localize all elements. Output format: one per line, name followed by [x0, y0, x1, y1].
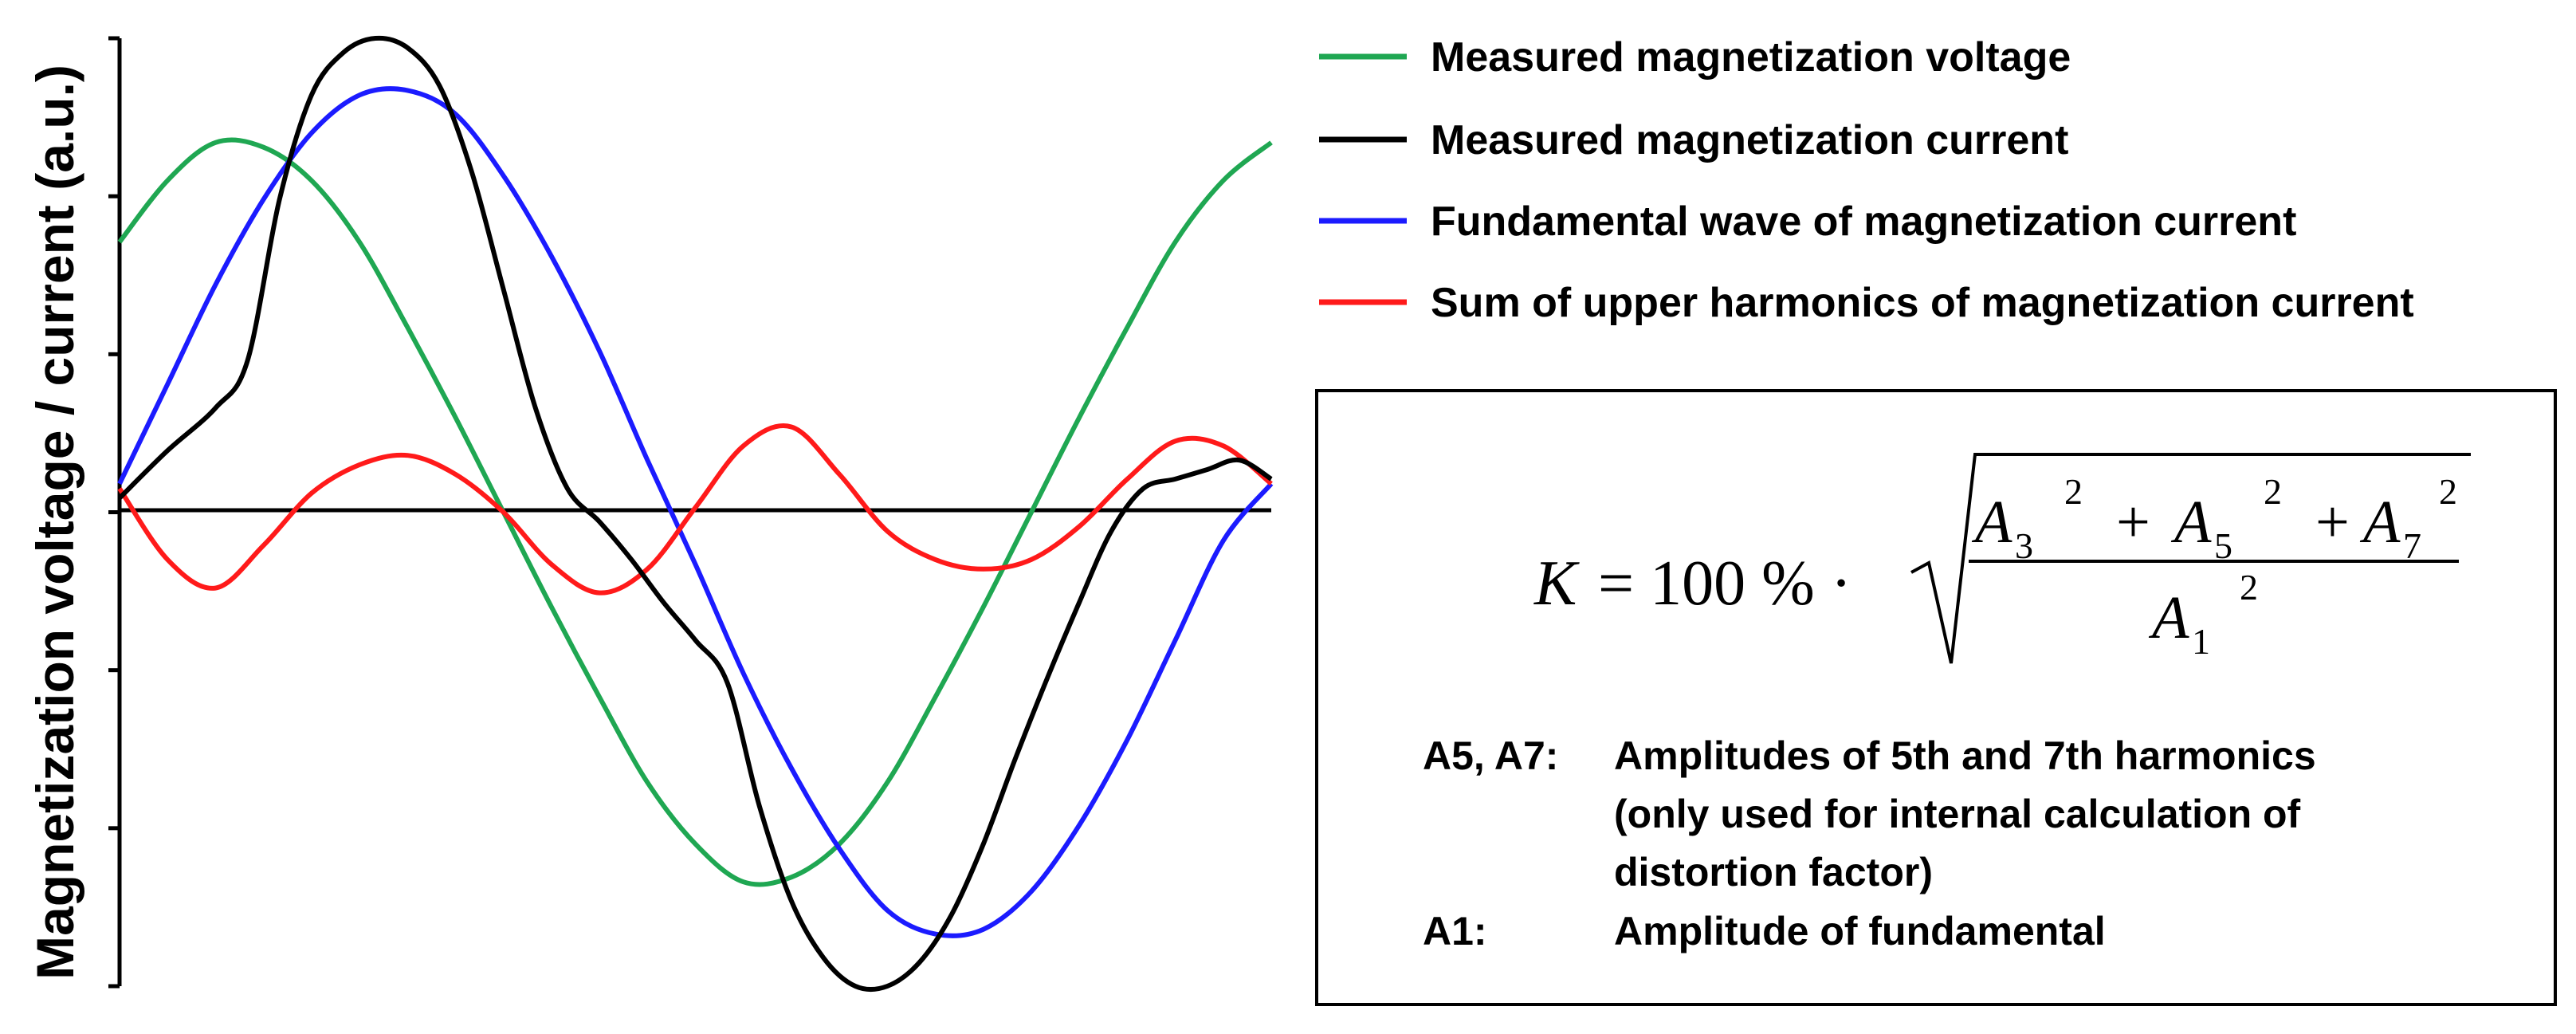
- legend-label-fundamental: Fundamental wave of magnetization curren…: [1431, 199, 2296, 245]
- legend-label-current: Measured magnetization current: [1431, 117, 2068, 163]
- series-line-harmonics: [117, 423, 1273, 596]
- legend-item-fundamental: Fundamental wave of magnetization curren…: [1319, 199, 2296, 245]
- legend-item-current: Measured magnetization current: [1319, 117, 2068, 163]
- series-line-current: [117, 35, 1273, 993]
- radical-sign: [1910, 453, 2471, 664]
- note-a1-key: A1:: [1423, 909, 1487, 953]
- legend: Measured magnetization voltage Measured …: [1319, 34, 2414, 326]
- series-line-voltage: [117, 137, 1273, 887]
- numerator-a3-sup: 2: [2064, 471, 2083, 512]
- legend-label-voltage: Measured magnetization voltage: [1431, 34, 2071, 81]
- denominator-a1-sub: 1: [2192, 621, 2210, 662]
- legend-label-harmonics: Sum of upper harmonics of magnetization …: [1431, 280, 2414, 326]
- series-layer: [117, 35, 1274, 993]
- numerator-a5-sup: 2: [2264, 471, 2282, 512]
- formula-box: K = 100 % · A 3 2 + A 5 2 + A 7 2 A 1 2 …: [1315, 389, 2557, 1006]
- note-a5a7-line3: distortion factor): [1614, 850, 1933, 894]
- numerator-a7: A: [2359, 489, 2401, 556]
- legend-item-harmonics: Sum of upper harmonics of magnetization …: [1319, 280, 2414, 326]
- formula-box-frame: [1315, 389, 2557, 1006]
- numerator-a3: A: [1971, 489, 2012, 556]
- numerator-a5-sub: 5: [2214, 525, 2232, 566]
- legend-item-voltage: Measured magnetization voltage: [1319, 34, 2071, 81]
- formula-equals: = 100 % ·: [1598, 548, 1852, 619]
- numerator-a7-sup: 2: [2439, 471, 2457, 512]
- denominator-a1-sup: 2: [2240, 567, 2258, 607]
- note-a5a7-line1: Amplitudes of 5th and 7th harmonics: [1614, 733, 2316, 778]
- formula-notes: A5, A7: Amplitudes of 5th and 7th harmon…: [1423, 733, 2316, 953]
- distortion-formula: K = 100 % · A 3 2 + A 5 2 + A 7 2 A 1 2: [1533, 453, 2471, 664]
- numerator-a3-sub: 3: [2015, 525, 2033, 566]
- note-a5a7-key: A5, A7:: [1423, 733, 1558, 778]
- numerator-a7-sub: 7: [2403, 525, 2421, 566]
- y-axis-label: Magnetization voltage / current (a.u.): [26, 65, 84, 980]
- denominator-a1: A: [2148, 584, 2189, 651]
- note-a1-text: Amplitude of fundamental: [1614, 909, 2106, 953]
- formula-lhs: K: [1533, 548, 1580, 619]
- plot-area: [108, 35, 1274, 993]
- series-line-fundamental: [117, 86, 1274, 938]
- numerator-plus-2: +: [2315, 489, 2350, 556]
- numerator-a5: A: [2170, 489, 2212, 556]
- note-a5a7-line2: (only used for internal calculation of: [1614, 792, 2301, 836]
- y-ticks: [108, 36, 120, 989]
- numerator-plus-1: +: [2116, 489, 2150, 556]
